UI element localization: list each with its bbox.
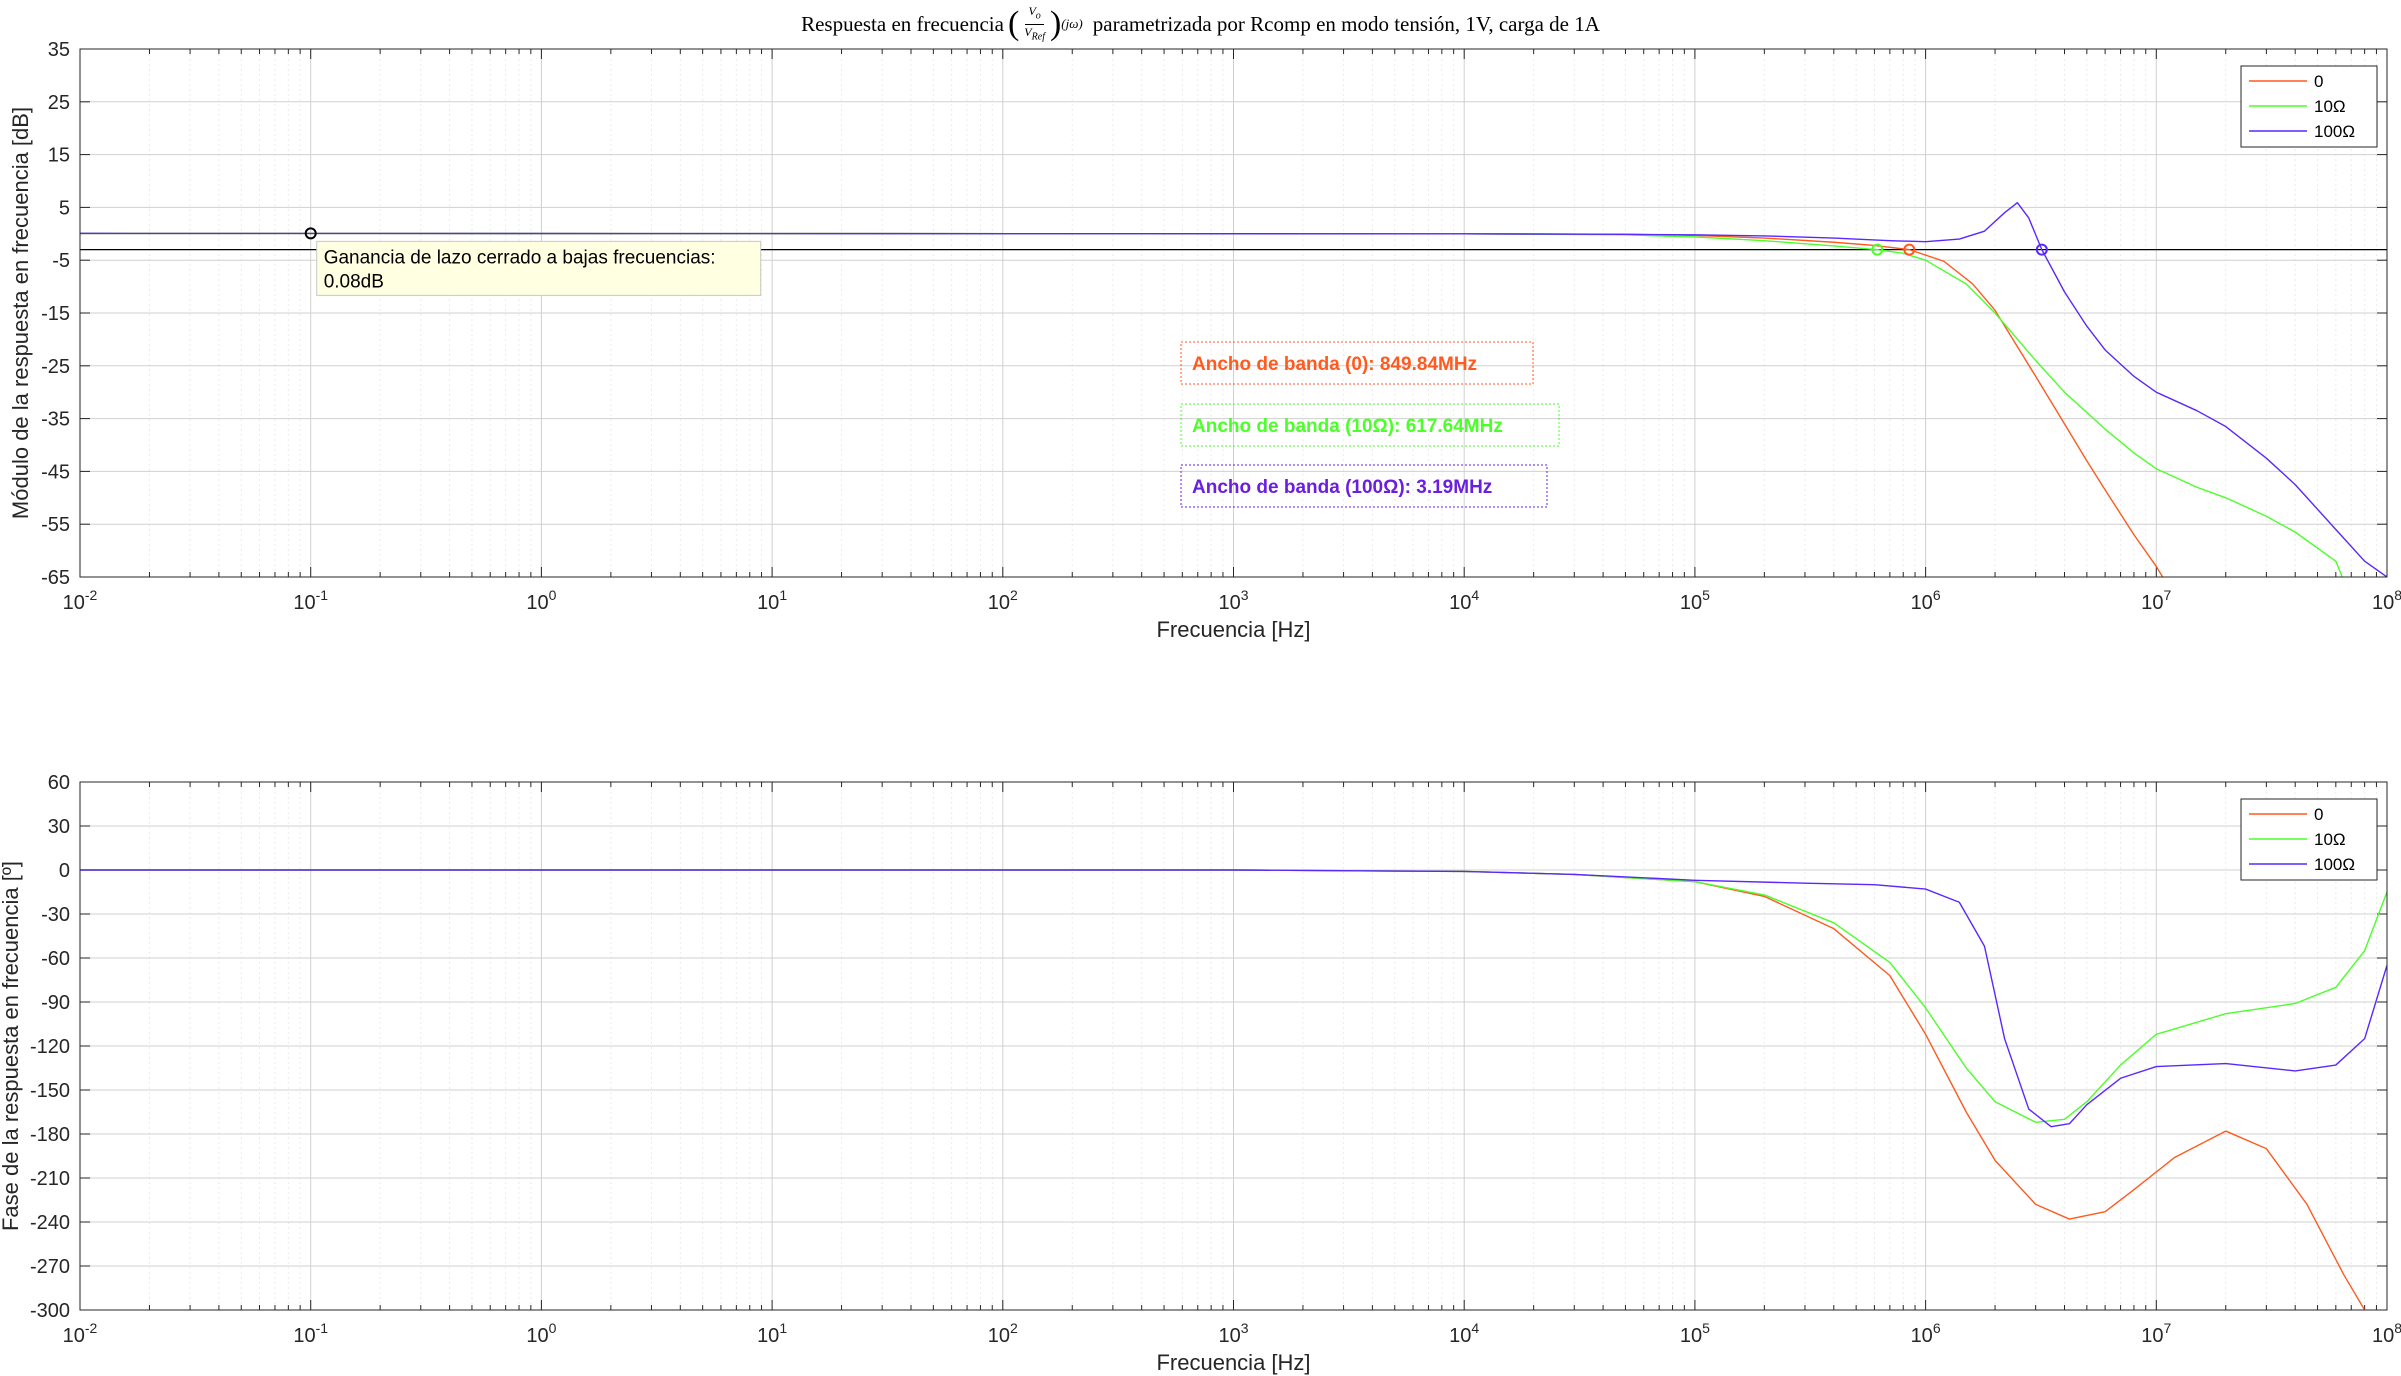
x-tick-label: 10-2 [63,1320,98,1347]
y-tick-label: -55 [41,514,70,536]
y-tick-label: -300 [30,1300,70,1322]
x-tick-label: 105 [1680,1320,1710,1347]
x-tick-label: 107 [2141,1320,2171,1347]
x-tick-label: 100 [526,1320,556,1347]
x-tick-label: 107 [2141,587,2171,614]
datatip-box [316,240,762,296]
x-axis-label: Frecuencia [Hz] [1156,1350,1310,1375]
y-axis-label: Módulo de la respuesta en frecuencia [dB… [8,107,33,519]
x-tick-label: 100 [526,587,556,614]
y-tick-label: 15 [48,145,70,167]
y-tick-label: -240 [30,1212,70,1234]
title-fraction-denominator: VRef [1024,24,1045,42]
axes-frame [79,781,2388,1311]
y-tick-label: -30 [41,904,70,926]
axes-frame [79,48,2388,578]
x-tick-label: 10-2 [63,587,98,614]
legend-label-0: 0 [2314,805,2323,824]
marker-lowfreq-gain [304,227,317,240]
legend-label-100: 100Ω [2314,122,2355,141]
legend-label-10: 10Ω [2314,97,2346,116]
marker-bandwidth-10 [1871,243,1884,256]
y-tick-label: -65 [41,567,70,589]
bandwidth-annotation-100-text: Ancho de banda (100Ω): 3.19MHz [1192,477,1492,498]
bandwidth-annotation-10-box [1180,403,1560,447]
title-subscript: (jω) [1061,16,1083,31]
bandwidth-annotation-0-text: Ancho de banda (0): 849.84MHz [1192,354,1477,375]
y-tick-label: -25 [41,356,70,378]
x-tick-label: 10-1 [293,1320,328,1347]
x-tick-label: 10-1 [293,587,328,614]
x-tick-label: 108 [2372,1320,2401,1347]
y-tick-label: -35 [41,409,70,431]
bandwidth-annotation-10-text: Ancho de banda (10Ω): 617.64MHz [1192,416,1503,437]
y-tick-label: -90 [41,992,70,1014]
title-fraction-numerator: Vo [1025,4,1044,25]
y-tick-label: 30 [48,816,70,838]
x-tick-label: 101 [757,1320,787,1347]
legend: 0 10Ω 100Ω [2240,65,2378,148]
title-paren-open: ( [1007,5,1020,42]
y-tick-label: -45 [41,461,70,483]
axes-magnitude: 10-2 10-1 100 101 102 103 104 105 106 107 108 35 25 1… [8,39,2401,642]
marker-bandwidth-0 [1903,243,1916,256]
y-tick-label: -150 [30,1080,70,1102]
x-tick-label: 108 [2372,587,2401,614]
y-tick-label: -270 [30,1256,70,1278]
x-tick-label: 106 [1911,587,1941,614]
datatip-line-2: 0.08dB [324,271,384,292]
legend-label-100: 100Ω [2314,855,2355,874]
y-tick-label: 0 [59,860,70,882]
x-tick-label: 103 [1218,1320,1248,1347]
y-tick-label: -210 [30,1168,70,1190]
x-tick-label: 102 [988,1320,1018,1347]
y-tick-label: 25 [48,92,70,114]
series-group [80,869,2387,1310]
figure-title: Respuesta en frecuencia ( Vo VRef ) (jω)… [0,0,2401,48]
x-tick-label: 101 [757,587,787,614]
legend-label-0: 0 [2314,72,2323,91]
y-tick-label: -120 [30,1036,70,1058]
series-line-10 [80,232,2343,577]
series-group [80,201,2387,577]
legend: 0 10Ω 100Ω [2240,798,2378,881]
x-tick-label: 103 [1218,587,1248,614]
title-prefix: Respuesta en frecuencia [801,11,1004,36]
x-tick-label: 105 [1680,587,1710,614]
y-tick-label: -15 [41,303,70,325]
series-line-100 [80,201,2387,577]
title-suffix: parametrizada por Rcomp en modo tensión,… [1092,11,1600,36]
marker-bandwidth-100 [2035,243,2048,256]
y-tick-label: 60 [48,772,70,794]
datatip-line-1: Ganancia de lazo cerrado a bajas frecuen… [324,247,716,268]
annotations: Ganancia de lazo cerrado a bajas frecuen… [316,240,1560,508]
title-paren-close: ) [1049,5,1062,42]
y-tick-label: -60 [41,948,70,970]
x-tick-label: 106 [1911,1320,1941,1347]
y-tick-label: -180 [30,1124,70,1146]
legend-label-10: 10Ω [2314,830,2346,849]
x-tick-label: 104 [1449,1320,1479,1347]
y-axis-label: Fase de la respuesta en frecuencia [º] [0,861,23,1231]
bandwidth-annotation-0-box [1180,341,1534,385]
y-tick-label: 5 [59,197,70,219]
axes-phase: 10-2 10-1 100 101 102 103 104 105 106 107 108 60 30 0… [0,772,2401,1375]
series-line-100 [80,869,2387,1128]
x-tick-label: 104 [1449,587,1479,614]
x-tick-label: 102 [988,587,1018,614]
x-axis-label: Frecuencia [Hz] [1156,617,1310,642]
title-fraction: Vo VRef [1021,4,1048,44]
y-tick-label: 35 [48,39,70,61]
grid [79,48,2388,578]
y-tick-label: -5 [52,250,70,272]
